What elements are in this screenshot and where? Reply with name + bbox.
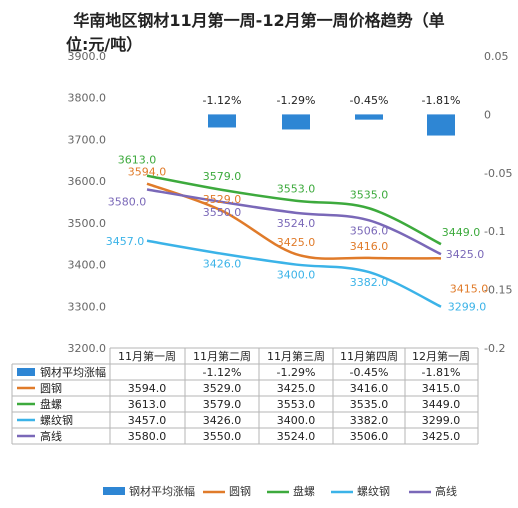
table-cell: 3613.0 <box>128 398 167 411</box>
legend-label: 高线 <box>435 484 457 498</box>
bar-avg-change <box>427 114 455 136</box>
table-legend-key <box>17 368 35 376</box>
series-data-label: 3579.0 <box>203 170 242 183</box>
left-axis-tick-label: 3600.0 <box>68 175 107 188</box>
table-cell: 3415.0 <box>422 382 461 395</box>
table-cell: -1.29% <box>277 366 316 379</box>
right-axis-tick-label: -0.2 <box>484 342 505 355</box>
left-axis-ticks: 3200.0 3300.0 3400.0 3500.0 3600.0 3700.0 3800… <box>68 50 107 355</box>
right-axis-tick-label: 0.05 <box>484 50 509 63</box>
table-header-cell: 11月第二周 <box>193 349 251 363</box>
data-labels: 3594.0 3529.0 3425.0 3416.0 3415.0 3613.0 3579… <box>106 154 489 314</box>
series-data-label: 3506.0 <box>350 224 389 237</box>
table-cell: 3506.0 <box>350 430 389 443</box>
legend-label: 钢材平均涨幅 <box>129 484 195 498</box>
series-data-label: 3524.0 <box>277 217 316 230</box>
table-header-cell: 11月第三周 <box>267 349 325 363</box>
table-cell: 3416.0 <box>350 382 389 395</box>
left-axis-tick-label: 3700.0 <box>68 133 107 146</box>
series-data-label: 3594.0 <box>128 166 167 179</box>
table-cell: 3580.0 <box>128 430 167 443</box>
table-header-cell: 11月第四周 <box>340 349 398 363</box>
table-cell: 3529.0 <box>203 382 242 395</box>
left-axis-tick-label: 3300.0 <box>68 300 107 313</box>
bar-data-label: -0.45% <box>350 94 389 107</box>
table-row-label: 高线 <box>40 429 62 443</box>
table-cell: 3550.0 <box>203 430 242 443</box>
right-axis-tick-label: -0.05 <box>484 167 512 180</box>
left-axis-tick-label: 3400.0 <box>68 259 107 272</box>
table-cell: 3535.0 <box>350 398 389 411</box>
table-cell: -1.12% <box>203 366 242 379</box>
table-cell: -1.81% <box>422 366 461 379</box>
legend-key-bar <box>103 487 125 495</box>
bar-data-label: -1.12% <box>203 94 242 107</box>
series-data-label: 3382.0 <box>350 276 389 289</box>
series-data-label: 3426.0 <box>203 258 242 271</box>
bar-avg-change <box>355 114 383 120</box>
legend-label: 盘螺 <box>293 484 315 498</box>
table-cell: 3594.0 <box>128 382 167 395</box>
series-data-label: 3415.0 <box>450 282 489 295</box>
table-row-label: 盘螺 <box>40 397 62 411</box>
table-row-label: 圆钢 <box>40 382 62 395</box>
series-line-圆钢 <box>146 182 442 260</box>
table-cell: 3425.0 <box>277 382 316 395</box>
legend-label: 螺纹钢 <box>357 484 390 498</box>
table-cell: 3382.0 <box>350 414 389 427</box>
series-data-label: 3449.0 <box>442 226 481 239</box>
table-cell: 3426.0 <box>203 414 242 427</box>
chart-title-line-2: 位:元/吨） <box>66 35 142 54</box>
table-cell: 3553.0 <box>277 398 316 411</box>
right-axis-tick-label: -0.1 <box>484 225 505 238</box>
series-line-盘螺 <box>146 174 442 246</box>
table-cell: 3449.0 <box>422 398 461 411</box>
series-line-高线 <box>146 188 442 256</box>
legend-label: 圆钢 <box>229 485 251 498</box>
series-data-label: 3416.0 <box>350 240 389 253</box>
table-cell: -0.45% <box>350 366 389 379</box>
series-data-label: 3550.0 <box>203 206 242 219</box>
series-data-label: 3529.0 <box>203 193 242 206</box>
series-data-label: 3425.0 <box>277 236 316 249</box>
bar-data-label: -1.81% <box>422 94 461 107</box>
series-data-label: 3613.0 <box>118 154 157 167</box>
table-cell: 3425.0 <box>422 430 461 443</box>
right-axis-tick-label: -0.15 <box>484 284 512 297</box>
table-row-label: 螺纹钢 <box>40 413 73 427</box>
bar-avg-change <box>208 114 236 128</box>
right-axis-tick-label: 0 <box>484 108 491 121</box>
table-cell: 3524.0 <box>277 430 316 443</box>
table-header-cell: 11月第一周 <box>118 349 176 363</box>
left-axis-tick-label: 3200.0 <box>68 342 107 355</box>
right-axis-ticks: 0.05 0 -0.05 -0.1 -0.15 -0.2 <box>484 50 512 355</box>
table-row-label: 钢材平均涨幅 <box>40 365 106 379</box>
line-series <box>146 174 442 308</box>
table-cell: 3400.0 <box>277 414 316 427</box>
table-cell: 3457.0 <box>128 414 167 427</box>
legend: 钢材平均涨幅 圆钢 盘螺 螺纹钢 高线 <box>103 484 457 498</box>
bar-data-label: -1.29% <box>277 94 316 107</box>
series-data-label: 3580.0 <box>108 195 147 208</box>
series-data-label: 3553.0 <box>277 183 316 196</box>
left-axis-tick-label: 3900.0 <box>68 50 107 63</box>
series-line-螺纹钢 <box>146 239 442 308</box>
chart-title-line-1: 华南地区钢材11月第一周-12月第一周价格趋势（单 <box>73 11 444 30</box>
series-data-label: 3535.0 <box>350 188 389 201</box>
left-axis-tick-label: 3800.0 <box>68 92 107 105</box>
series-data-label: 3299.0 <box>448 301 487 314</box>
series-data-label: 3400.0 <box>277 269 316 282</box>
series-data-label: 3457.0 <box>106 235 145 248</box>
table-cell: 3299.0 <box>422 414 461 427</box>
table-cell: 3579.0 <box>203 398 242 411</box>
series-data-label: 3425.0 <box>446 248 485 261</box>
bar-series: -1.12% -1.29% -0.45% -1.81% <box>203 94 461 136</box>
bar-avg-change <box>282 114 310 130</box>
left-axis-tick-label: 3500.0 <box>68 217 107 230</box>
table-header-cell: 12月第一周 <box>412 349 470 363</box>
